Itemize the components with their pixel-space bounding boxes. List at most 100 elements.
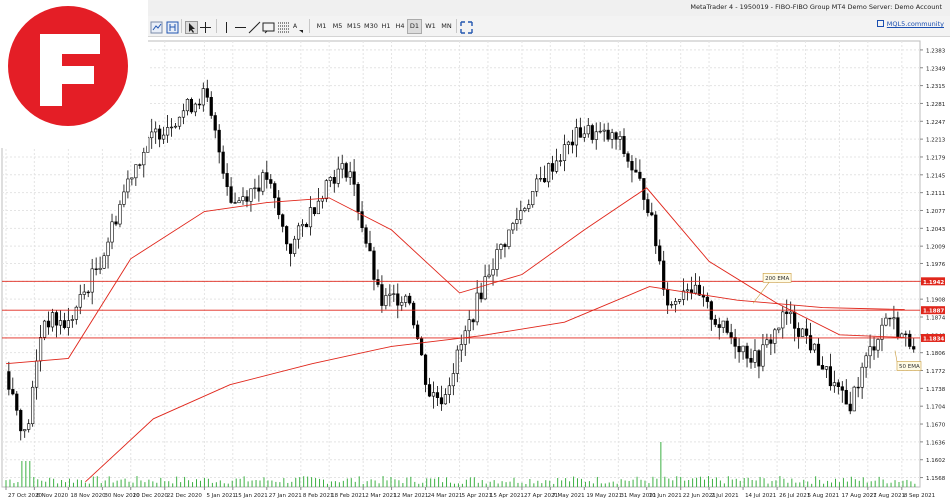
text-label-icon[interactable]: A bbox=[292, 19, 305, 33]
candle-body bbox=[118, 204, 122, 225]
timeframe-m5[interactable]: M5 bbox=[332, 22, 343, 30]
candle-body bbox=[527, 204, 531, 209]
candle-body bbox=[844, 389, 848, 405]
line-chart-icon[interactable] bbox=[150, 19, 163, 34]
trendline-icon[interactable] bbox=[248, 19, 261, 34]
candle-body bbox=[23, 429, 27, 432]
timeframe-mn[interactable]: MN bbox=[441, 22, 452, 30]
candle-body bbox=[19, 410, 23, 432]
timeframe-h4[interactable]: H4 bbox=[395, 22, 405, 30]
candle-body bbox=[98, 267, 102, 270]
candle-body bbox=[447, 385, 451, 395]
candle-body bbox=[245, 196, 249, 202]
candle-body bbox=[316, 200, 321, 215]
x-tick-label: 14 Jul 2021 bbox=[745, 493, 776, 499]
candle-body bbox=[574, 127, 578, 146]
candle-body bbox=[836, 382, 840, 387]
channel-icon[interactable] bbox=[262, 19, 275, 34]
candle-body bbox=[27, 423, 31, 430]
candle-body bbox=[443, 394, 448, 405]
candle-body bbox=[169, 126, 174, 129]
candle-body bbox=[546, 163, 551, 183]
timeframe-h1[interactable]: H1 bbox=[381, 22, 391, 30]
candle-body bbox=[261, 172, 265, 192]
candle-body bbox=[7, 371, 11, 390]
candle-body bbox=[380, 284, 384, 306]
candle-body bbox=[273, 183, 277, 199]
candle-body bbox=[165, 127, 170, 136]
chart-canvas[interactable]: 1.2383 1.2349 1.2315 1.2281 1.2247 1.2213 1.21… bbox=[0, 37, 950, 500]
candle-body bbox=[372, 250, 376, 280]
timeframe-w1[interactable]: W1 bbox=[425, 22, 436, 30]
candle-body bbox=[154, 128, 158, 133]
toolbar-separator bbox=[309, 19, 310, 33]
candle-body bbox=[610, 132, 614, 140]
candle-body bbox=[296, 225, 301, 240]
candle-body bbox=[515, 219, 519, 224]
candle-body bbox=[471, 319, 475, 323]
candle-body bbox=[888, 317, 892, 320]
crosshair-icon[interactable] bbox=[199, 19, 212, 33]
candle-body bbox=[217, 129, 221, 153]
cursor-icon[interactable] bbox=[185, 19, 198, 34]
x-tick-label: 10 Dec 2020 bbox=[133, 493, 169, 499]
candle-body bbox=[54, 312, 59, 326]
timeframe-d1[interactable]: D1 bbox=[407, 19, 422, 34]
candle-body bbox=[455, 349, 459, 374]
timeframe-m15[interactable]: M15 bbox=[347, 22, 361, 30]
candle-body bbox=[539, 178, 543, 180]
timeframe-m1[interactable]: M1 bbox=[316, 22, 327, 30]
plot-border bbox=[1, 40, 921, 488]
candle-body bbox=[90, 268, 94, 293]
x-tick-label: 6 Nov 2020 bbox=[36, 493, 68, 499]
candle-body bbox=[626, 153, 630, 162]
candle-body bbox=[777, 327, 781, 331]
candle-body bbox=[812, 343, 817, 351]
candle-body bbox=[134, 164, 138, 179]
candle-body bbox=[582, 133, 586, 138]
horizontal-line-icon[interactable] bbox=[234, 19, 247, 32]
fullscreen-icon[interactable] bbox=[460, 19, 473, 34]
zoom-icon[interactable] bbox=[166, 19, 179, 34]
candle-body bbox=[578, 127, 582, 138]
candle-body bbox=[328, 176, 332, 181]
vertical-line-icon[interactable] bbox=[220, 19, 233, 33]
price-chart[interactable]: 1.2383 1.2349 1.2315 1.2281 1.2247 1.2213 1.21… bbox=[0, 37, 950, 500]
candle-body bbox=[860, 366, 864, 388]
candle-body bbox=[340, 163, 344, 170]
x-tick-label: 5 Aug 2021 bbox=[807, 493, 839, 499]
candle-body bbox=[336, 168, 340, 184]
fibonacci-icon[interactable] bbox=[277, 19, 290, 33]
candle-body bbox=[451, 373, 455, 387]
candle-body bbox=[618, 136, 622, 140]
candle-body bbox=[193, 103, 197, 113]
candle-body bbox=[658, 245, 662, 262]
candle-body bbox=[352, 171, 356, 185]
candle-body bbox=[265, 172, 269, 180]
candle-body bbox=[785, 311, 789, 315]
candle-body bbox=[31, 386, 35, 425]
candle-body bbox=[404, 295, 408, 303]
candle-body bbox=[384, 295, 388, 306]
candle-body bbox=[820, 365, 825, 370]
candle-body bbox=[590, 125, 594, 140]
candle-body bbox=[745, 345, 749, 359]
mql5-community-link[interactable]: MQL5.community bbox=[876, 20, 944, 28]
candle-body bbox=[241, 196, 245, 202]
y-tick-label: 1.2009 bbox=[926, 245, 946, 251]
y-tick-label: 1.1636 bbox=[926, 440, 946, 446]
candle-body bbox=[300, 223, 305, 227]
candle-body bbox=[435, 392, 440, 398]
candle-body bbox=[46, 320, 51, 328]
candle-body bbox=[562, 144, 567, 161]
candle-body bbox=[177, 116, 182, 127]
candle-body bbox=[467, 319, 471, 332]
candle-body bbox=[86, 291, 90, 294]
candle-body bbox=[646, 199, 650, 213]
candle-body bbox=[35, 360, 39, 388]
candle-body bbox=[400, 302, 404, 306]
toolbar-separator bbox=[216, 19, 217, 33]
candle-body bbox=[507, 229, 511, 247]
timeframe-m30[interactable]: M30 bbox=[364, 22, 378, 30]
candle-body bbox=[491, 269, 495, 276]
